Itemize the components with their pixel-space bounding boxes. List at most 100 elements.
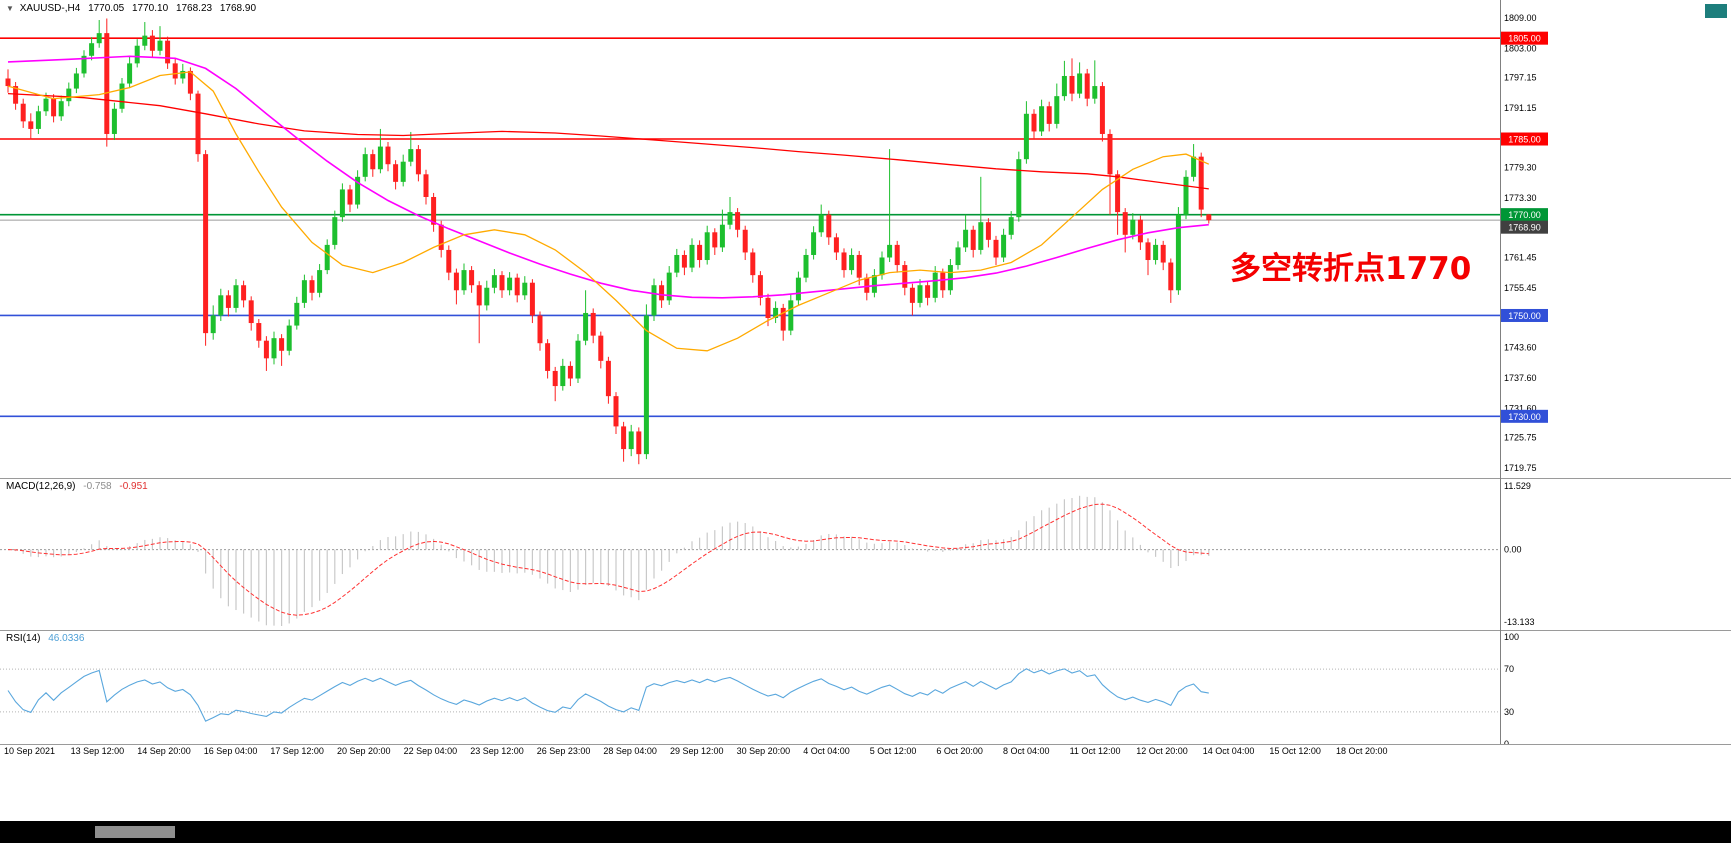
candle-body	[621, 426, 627, 450]
macd-axis-tick: -13.133	[1504, 617, 1535, 627]
candle-body	[332, 217, 338, 245]
candle-body	[43, 98, 49, 112]
candle-body	[1206, 214, 1212, 221]
time-label: 6 Oct 20:00	[936, 746, 983, 756]
macd-signal-value: -0.951	[119, 481, 148, 492]
time-label: 15 Oct 12:00	[1269, 746, 1321, 756]
candle-body	[347, 189, 353, 205]
ma-fast-orange	[7, 71, 1210, 352]
price-tick: 1737.60	[1504, 373, 1537, 383]
time-label: 17 Sep 12:00	[270, 746, 324, 756]
rsi-axis-tick: 70	[1504, 664, 1514, 674]
candle-body	[963, 229, 969, 248]
candle-body	[803, 254, 809, 278]
candle-body	[81, 55, 87, 74]
candle-body	[689, 244, 695, 268]
candle-body	[96, 33, 102, 44]
candle-body	[13, 86, 19, 104]
price-tick: 1761.45	[1504, 253, 1537, 263]
candle-body	[613, 396, 619, 427]
candle-body	[317, 270, 323, 293]
candle-body	[286, 325, 292, 351]
time-label: 12 Oct 20:00	[1136, 746, 1188, 756]
candle-body	[841, 252, 847, 271]
candle-body	[241, 285, 247, 301]
taskbar-item[interactable]	[95, 826, 175, 838]
candle-body	[271, 338, 277, 359]
ohlc-close: 1768.90	[219, 3, 257, 14]
candle-body	[1023, 113, 1029, 160]
price-badge	[1501, 409, 1548, 423]
price-badge-label: 1768.90	[1508, 223, 1541, 233]
candle-body	[560, 365, 566, 387]
candle-body	[1175, 214, 1181, 291]
time-label: 13 Sep 12:00	[70, 746, 125, 756]
price-tick: 1809.00	[1504, 13, 1537, 23]
candle-body	[1092, 86, 1098, 99]
candle-body	[575, 340, 581, 379]
price-tick: 1755.45	[1504, 283, 1537, 293]
candle-body	[856, 254, 862, 278]
candle-body	[833, 237, 839, 253]
candle-body	[324, 244, 330, 271]
price-tick: 1743.60	[1504, 343, 1537, 353]
time-label: 16 Sep 04:00	[203, 746, 258, 756]
candle-body	[195, 93, 201, 155]
candle-body	[248, 300, 254, 324]
candle-body	[1001, 234, 1007, 258]
symbol-label: XAUUSD-,H4	[19, 3, 81, 14]
candle-body	[765, 297, 771, 318]
candle-body	[879, 257, 885, 276]
candle-body	[742, 229, 748, 253]
macd-panel[interactable]: 11.529 0.00 -13.133	[0, 478, 1731, 630]
candle-body	[537, 315, 543, 344]
candle-body	[134, 45, 140, 64]
time-label: 10 Sep 2021	[4, 746, 56, 756]
candle-body	[142, 35, 148, 46]
rsi-axis-tick: 30	[1504, 707, 1514, 717]
candle-body	[719, 224, 725, 248]
ma-slow-red	[7, 92, 1209, 190]
candle-body	[636, 431, 642, 455]
candle-body	[1122, 212, 1128, 235]
candle-body	[438, 224, 444, 250]
candle-body	[28, 121, 34, 129]
candle-body	[1183, 176, 1189, 215]
candle-body	[788, 300, 794, 331]
candle-body	[73, 73, 79, 89]
candle-body	[1115, 174, 1121, 213]
candle-body	[583, 312, 589, 341]
rsi-panel[interactable]: 100 70 30 0	[0, 630, 1731, 744]
candle-body	[263, 340, 269, 359]
candle-body	[507, 277, 513, 291]
candle-body	[5, 78, 11, 87]
candle-body	[20, 103, 26, 122]
candle-body	[172, 63, 178, 79]
time-axis-separator	[0, 744, 1731, 745]
candle-body	[970, 229, 976, 250]
candle-body	[529, 282, 535, 316]
candle-body	[795, 277, 801, 301]
candle-body	[932, 272, 938, 298]
candle-body	[377, 146, 383, 170]
main-chart[interactable]: 1809.00 1803.00 1797.15 1791.15 1779.30 1773.…	[0, 0, 1731, 478]
candle-body	[704, 232, 710, 261]
candle-body	[902, 265, 908, 288]
macd-axis-tick: 11.529	[1504, 481, 1531, 491]
rsi-panel-separator	[0, 630, 1731, 631]
candle-body	[1016, 159, 1022, 218]
time-label: 4 Oct 04:00	[803, 746, 850, 756]
candle-body	[757, 275, 763, 298]
time-label: 30 Sep 20:00	[736, 746, 791, 756]
candle-body	[1046, 106, 1052, 124]
candle-body	[111, 108, 117, 134]
candle-body	[484, 287, 490, 306]
candle-body	[400, 161, 406, 182]
candle-body	[453, 272, 459, 291]
ohlc-open: 1770.05	[88, 3, 125, 14]
rsi-label: RSI(14) 46.0336	[6, 633, 84, 644]
candle-body	[35, 111, 41, 129]
candle-body	[461, 270, 467, 291]
candle-body	[499, 275, 505, 291]
candle-body	[233, 285, 239, 308]
